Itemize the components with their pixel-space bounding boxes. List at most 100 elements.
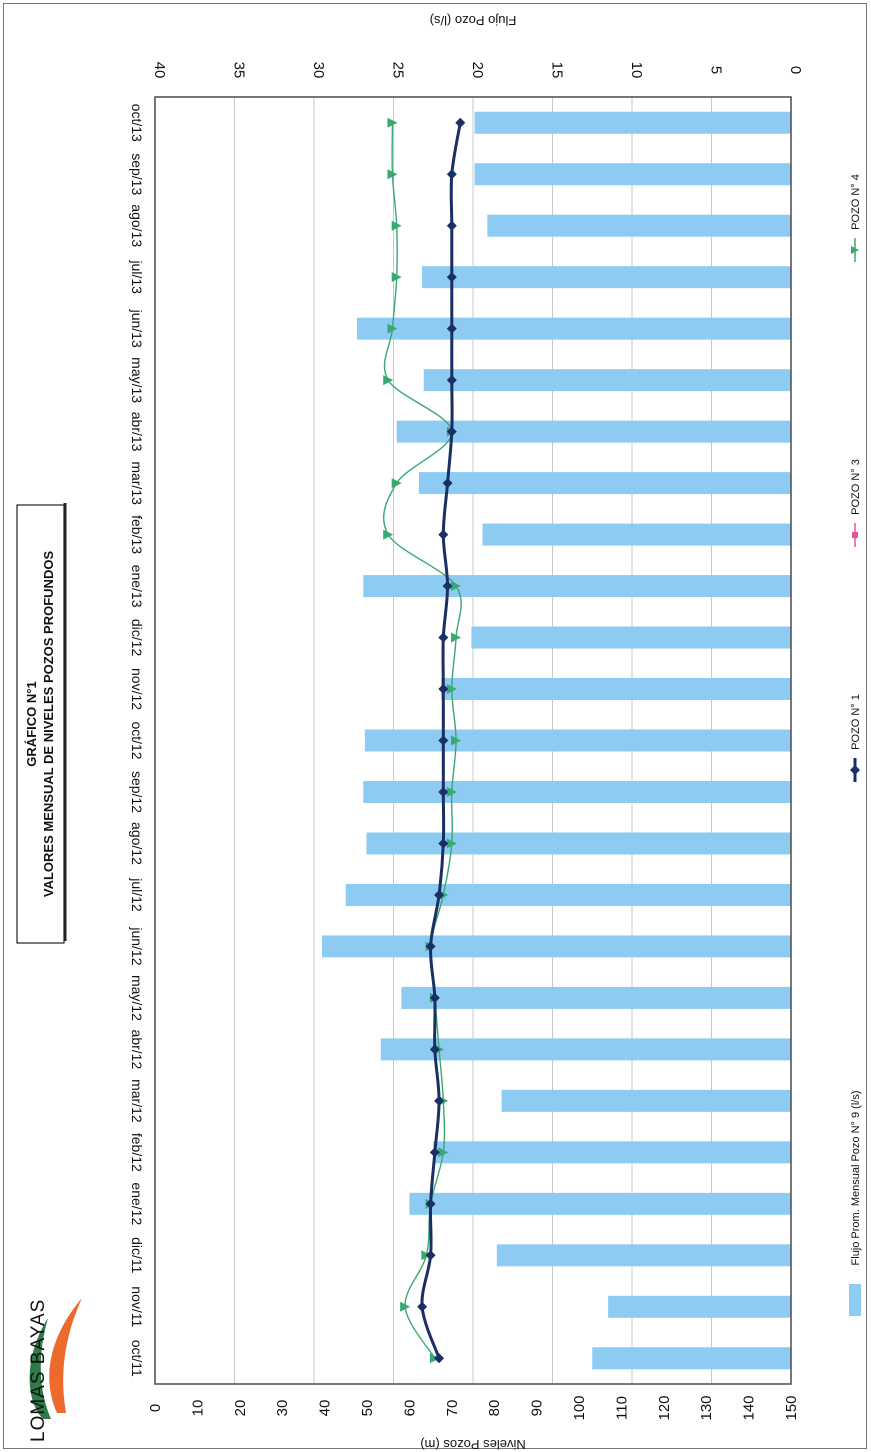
marker-pozo-n-1-jul/13 bbox=[446, 272, 457, 283]
level-tick-label: 40 bbox=[317, 1400, 334, 1417]
level-tick-label: 150 bbox=[783, 1395, 800, 1420]
category-label: may/12 bbox=[129, 975, 145, 1021]
category-label: oct/11 bbox=[129, 1340, 145, 1377]
category-label: jun/12 bbox=[129, 926, 145, 965]
category-label: mar/12 bbox=[129, 1079, 145, 1123]
marker-pozo-n-1-dic/11 bbox=[425, 1250, 436, 1261]
logo-swoosh-green bbox=[29, 1318, 51, 1419]
category-label: ago/12 bbox=[129, 822, 145, 865]
level-tick-label: 20 bbox=[232, 1400, 249, 1417]
category-label: abr/13 bbox=[129, 412, 145, 452]
bar-oct/11 bbox=[592, 1347, 791, 1370]
category-label: nov/11 bbox=[129, 1286, 145, 1327]
bar-feb/13 bbox=[482, 523, 791, 546]
legend-marker-pozo-n-3 bbox=[852, 532, 858, 538]
legend-item-pozo-n-4: POZO N° 4 bbox=[850, 174, 862, 262]
marker-pozo-n-4-nov/11 bbox=[400, 1301, 411, 1312]
bar-oct/12 bbox=[364, 729, 791, 752]
marker-pozo-n-4-oct/12 bbox=[451, 735, 462, 746]
category-label: mar/13 bbox=[129, 461, 145, 505]
category-label: sep/12 bbox=[129, 771, 145, 813]
level-tick-label: 10 bbox=[189, 1400, 206, 1417]
category-label: ago/13 bbox=[129, 204, 145, 247]
axes-layer: 0 5 10 15 20 25 30 35 40 0 10 20 30 40 50 60 70 80 90 100 11… bbox=[129, 13, 804, 1452]
logo: LOMAS BAYAS bbox=[28, 1298, 82, 1442]
bar-abr/13 bbox=[396, 420, 791, 443]
marker-pozo-n-1-may/13 bbox=[446, 375, 457, 386]
marker-pozo-n-1-abr/12 bbox=[429, 1044, 440, 1055]
level-tick-label: 120 bbox=[656, 1395, 673, 1420]
category-label: sep/13 bbox=[129, 153, 145, 195]
chart-subtitle: VALORES MENSUAL DE NIVELES POZOS PROFUND… bbox=[41, 551, 56, 898]
category-label: abr/12 bbox=[129, 1030, 145, 1070]
legend-item-pozo-n-1: POZO N° 1 bbox=[850, 694, 862, 782]
marker-pozo-n-4-oct/13 bbox=[387, 117, 398, 128]
marker-pozo-n-1-oct/12 bbox=[438, 735, 449, 746]
marker-pozo-n-1-sep/13 bbox=[446, 169, 457, 180]
marker-pozo-n-1-oct/11 bbox=[434, 1353, 445, 1364]
marker-pozo-n-4-jul/13 bbox=[391, 272, 402, 283]
flow-tick-label: 15 bbox=[549, 62, 566, 79]
bar-abr/12 bbox=[380, 1038, 791, 1061]
legend-item-bars: Flujo Prom. Mensual Pozo N° 9 (l/s) bbox=[849, 1091, 862, 1316]
bar-jun/12 bbox=[321, 935, 791, 958]
category-label: may/13 bbox=[129, 357, 145, 403]
flow-tick-label: 20 bbox=[469, 62, 486, 79]
bar-ago/12 bbox=[366, 832, 791, 855]
level-tick-label: 30 bbox=[274, 1400, 291, 1417]
level-tick-label: 90 bbox=[529, 1400, 546, 1417]
chart-title: GRÁFICO N°1 bbox=[24, 681, 39, 766]
bar-jun/13 bbox=[356, 317, 791, 340]
marker-pozo-n-4-ene/13 bbox=[451, 581, 462, 592]
bar-sep/12 bbox=[363, 780, 791, 803]
level-axis-title: Niveles Pozos (m) bbox=[420, 1437, 525, 1452]
marker-pozo-n-1-nov/11 bbox=[417, 1301, 428, 1312]
flow-tick-label: 30 bbox=[310, 62, 327, 79]
marker-pozo-n-1-ago/13 bbox=[446, 220, 457, 231]
bar-sep/13 bbox=[474, 163, 791, 186]
legend-marker-pozo-n-1 bbox=[850, 765, 860, 775]
marker-pozo-n-1-jun/12 bbox=[425, 941, 436, 952]
logo-swoosh-orange bbox=[49, 1298, 82, 1413]
marker-pozo-n-4-sep/12 bbox=[446, 786, 457, 797]
bar-jul/12 bbox=[345, 883, 791, 906]
bar-oct/13 bbox=[474, 111, 791, 134]
category-label: oct/13 bbox=[129, 104, 145, 142]
level-tick-label: 60 bbox=[401, 1400, 418, 1417]
marker-pozo-n-1-feb/12 bbox=[429, 1147, 440, 1158]
bar-mar/13 bbox=[418, 472, 791, 495]
title-layer: GRÁFICO N°1 VALORES MENSUAL DE NIVELES P… bbox=[16, 503, 67, 944]
legend-label-bars: Flujo Prom. Mensual Pozo N° 9 (l/s) bbox=[850, 1091, 862, 1266]
bars-layer bbox=[321, 111, 791, 1370]
category-label: feb/12 bbox=[129, 1133, 145, 1172]
plot-border bbox=[154, 96, 792, 1385]
category-label: jun/13 bbox=[129, 309, 145, 348]
level-tick-label: 70 bbox=[444, 1400, 461, 1417]
marker-pozo-n-1-abr/13 bbox=[446, 426, 457, 437]
marker-pozo-n-1-may/12 bbox=[429, 992, 440, 1003]
flow-tick-label: 5 bbox=[708, 66, 725, 74]
marker-pozo-n-4-dic/12 bbox=[451, 632, 462, 643]
marker-pozo-n-1-feb/13 bbox=[438, 529, 449, 540]
bar-mar/12 bbox=[501, 1089, 791, 1112]
legend-label-pozo-n-4: POZO N° 4 bbox=[850, 174, 862, 230]
flow-tick-label: 35 bbox=[231, 62, 248, 79]
marker-pozo-n-4-may/13 bbox=[383, 375, 394, 386]
marker-pozo-n-1-jun/13 bbox=[446, 323, 457, 334]
bar-nov/11 bbox=[608, 1295, 791, 1318]
marker-pozo-n-4-ago/13 bbox=[391, 220, 402, 231]
logo-text: LOMAS BAYAS bbox=[28, 1299, 49, 1442]
marker-pozo-n-1-sep/12 bbox=[438, 786, 449, 797]
marker-pozo-n-1-ene/12 bbox=[425, 1198, 436, 1209]
marker-pozo-n-4-feb/13 bbox=[383, 529, 394, 540]
flow-tick-label: 40 bbox=[151, 62, 168, 79]
category-label: ene/12 bbox=[129, 1182, 145, 1225]
marker-pozo-n-4-sep/13 bbox=[387, 169, 398, 180]
category-label: dic/12 bbox=[129, 619, 145, 657]
category-label: feb/13 bbox=[129, 515, 145, 554]
level-tick-label: 140 bbox=[741, 1395, 758, 1420]
level-tick-label: 110 bbox=[613, 1396, 630, 1420]
marker-pozo-n-1-mar/13 bbox=[442, 478, 453, 489]
marker-pozo-n-4-jun/13 bbox=[387, 323, 398, 334]
